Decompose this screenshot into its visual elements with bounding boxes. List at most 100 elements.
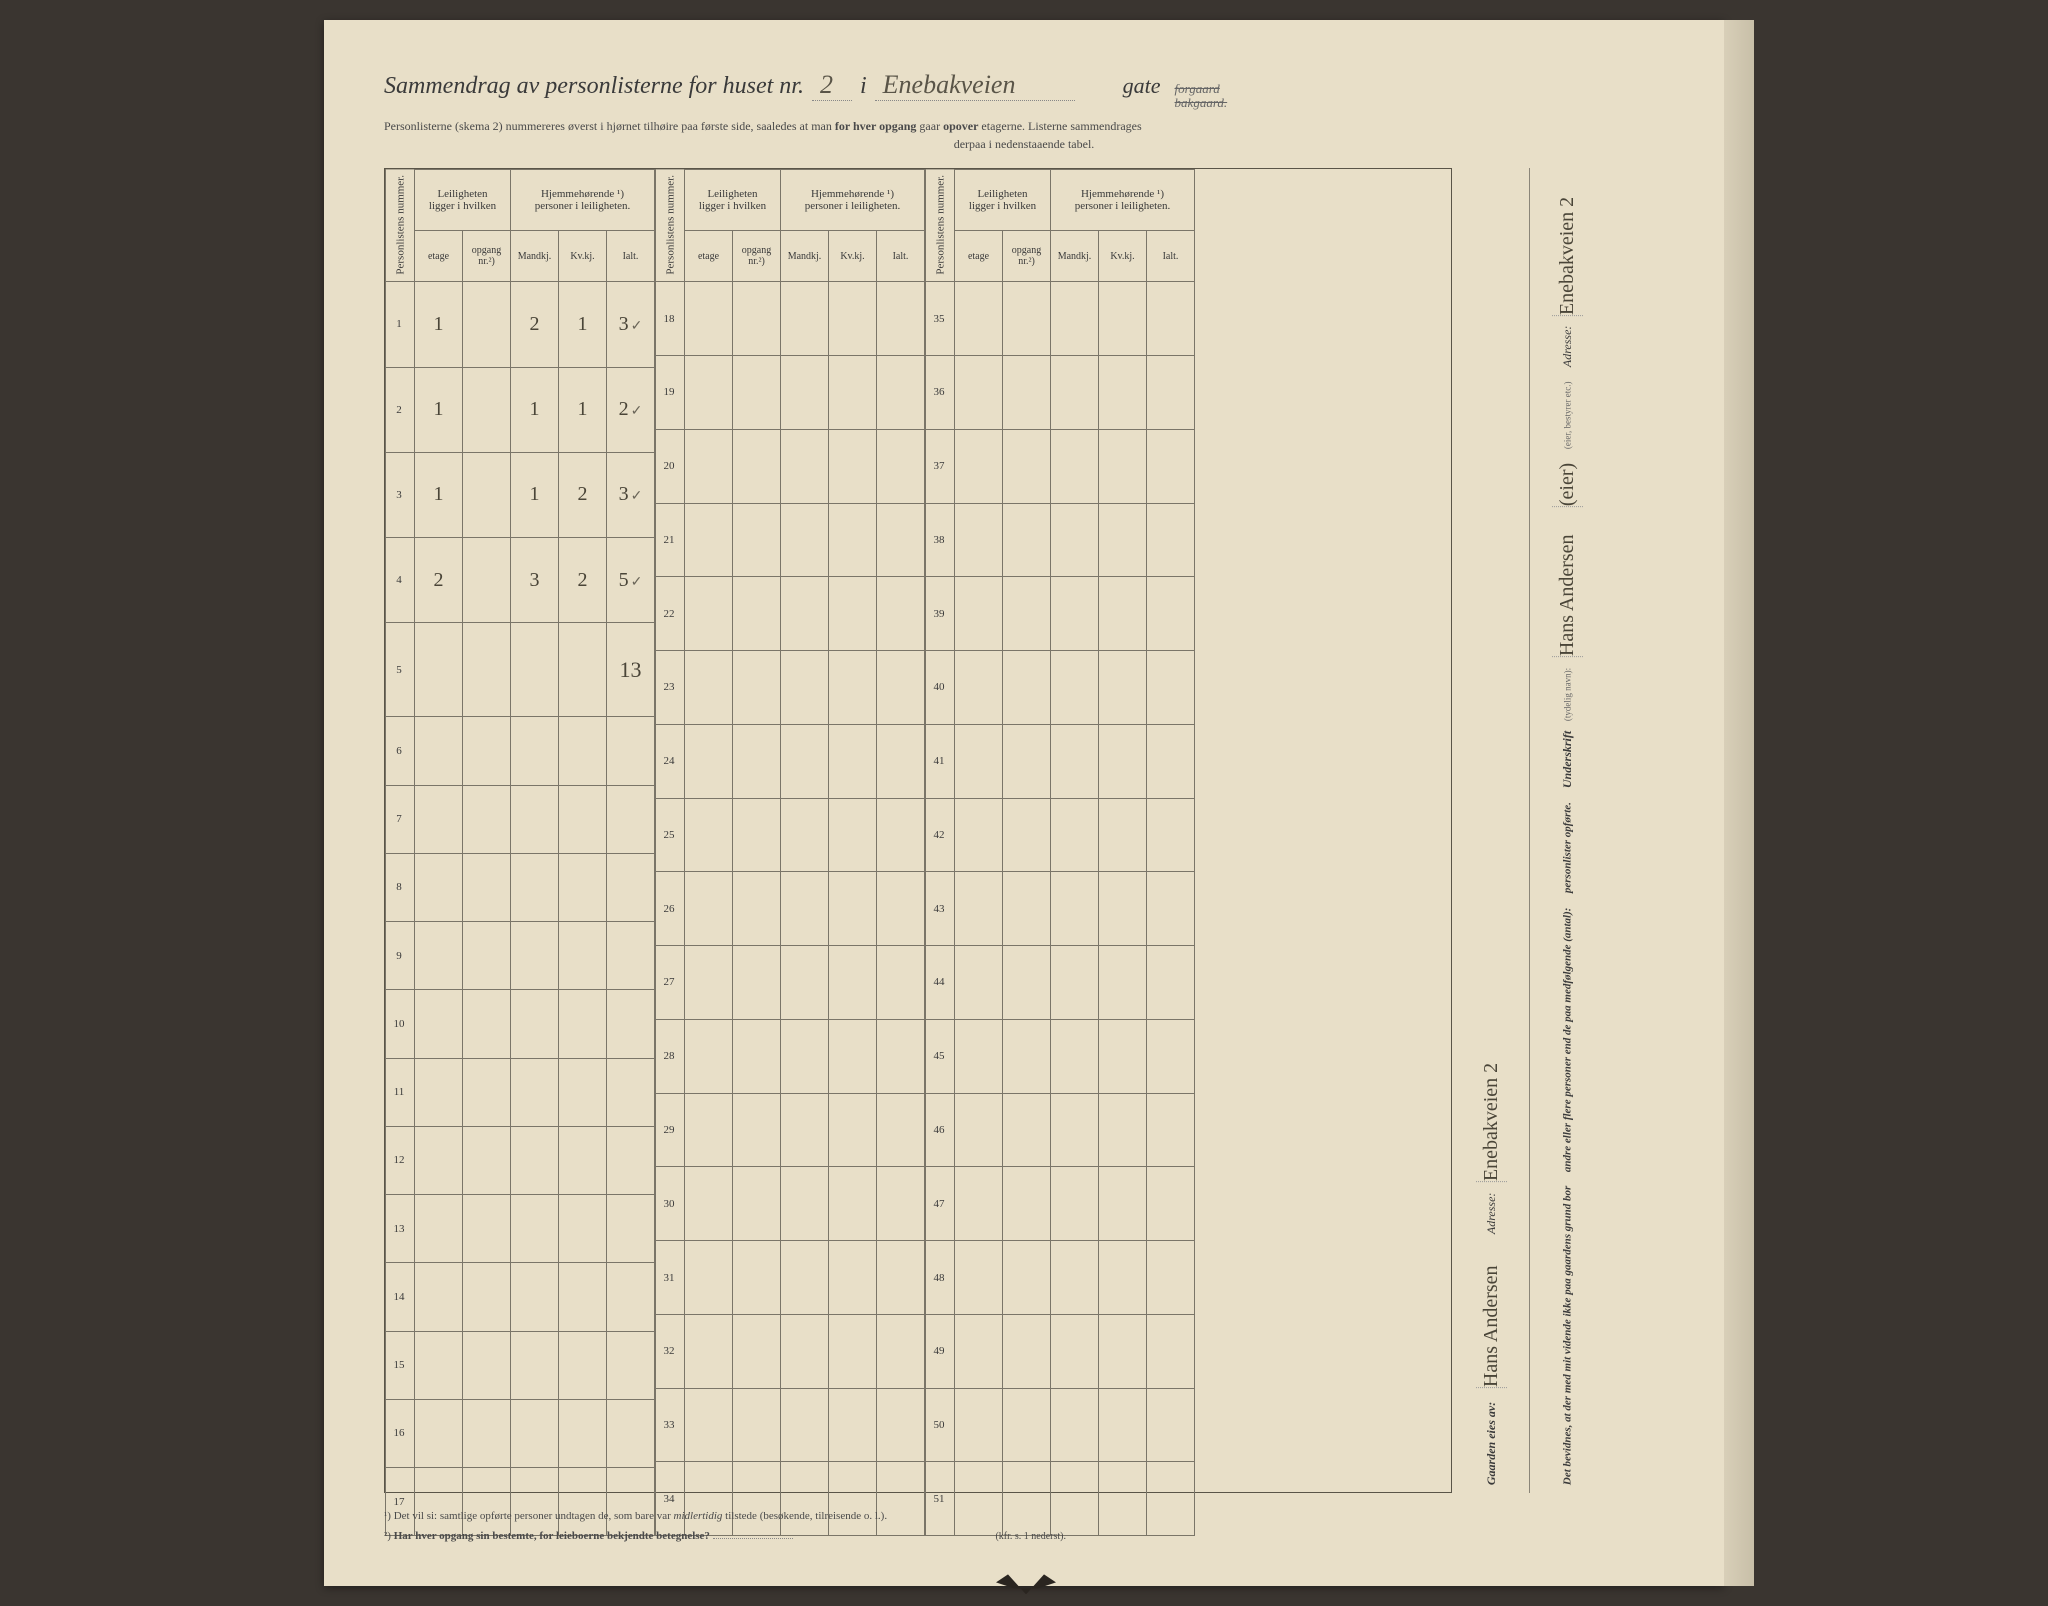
row-number: 8 xyxy=(386,853,415,921)
cell xyxy=(463,452,511,537)
sub-header: Ialt. xyxy=(607,230,655,281)
cell xyxy=(1051,429,1099,503)
table-row: 21112✓ xyxy=(386,367,655,452)
cell xyxy=(511,785,559,853)
cell xyxy=(1051,651,1099,725)
cell xyxy=(463,623,511,717)
cell xyxy=(733,429,781,503)
sub-header: Mandkj. xyxy=(1051,230,1099,281)
cell xyxy=(1003,1167,1051,1241)
table-row: 42 xyxy=(926,798,1195,872)
underskrift-small: (tydelig navn): xyxy=(1563,667,1573,720)
cell xyxy=(607,853,655,921)
table-row: 44 xyxy=(926,946,1195,1020)
row-number: 9 xyxy=(386,922,415,990)
cell xyxy=(955,872,1003,946)
cell xyxy=(829,429,877,503)
table-row: 38 xyxy=(926,503,1195,577)
cell xyxy=(955,1019,1003,1093)
cell xyxy=(415,1263,463,1331)
row-number: 30 xyxy=(656,1167,685,1241)
cell xyxy=(781,946,829,1020)
cell: 3✓ xyxy=(607,452,655,537)
cell xyxy=(463,367,511,452)
cell xyxy=(877,1167,925,1241)
row-number: 2 xyxy=(386,367,415,452)
table-row: 46 xyxy=(926,1093,1195,1167)
cell xyxy=(415,1195,463,1263)
table-row: 49 xyxy=(926,1314,1195,1388)
row-number: 42 xyxy=(926,798,955,872)
table-row: 48 xyxy=(926,1241,1195,1315)
cell xyxy=(955,1167,1003,1241)
row-number: 44 xyxy=(926,946,955,1020)
table-row: 10 xyxy=(386,990,655,1058)
cell xyxy=(1147,282,1195,356)
cell xyxy=(1099,1093,1147,1167)
cell xyxy=(1051,577,1099,651)
cell: 1 xyxy=(559,282,607,367)
cell xyxy=(1099,1388,1147,1462)
table-row: 43 xyxy=(926,872,1195,946)
cell xyxy=(415,1126,463,1194)
cell xyxy=(781,1093,829,1167)
row-number: 32 xyxy=(656,1314,685,1388)
checkmark-icon: ✓ xyxy=(631,404,643,419)
cell xyxy=(1051,503,1099,577)
document-page: Sammendrag av personlisterne for huset n… xyxy=(324,20,1724,1586)
cell xyxy=(733,651,781,725)
table-row: 45 xyxy=(926,1019,1195,1093)
cell xyxy=(463,990,511,1058)
cell xyxy=(733,1093,781,1167)
table-row: 13 xyxy=(386,1195,655,1263)
cell xyxy=(685,577,733,651)
cell xyxy=(559,785,607,853)
owner-block: Gaarden eies av: Hans Andersen Adresse: … xyxy=(1472,168,1511,1493)
cell xyxy=(781,1314,829,1388)
row-number: 24 xyxy=(656,724,685,798)
row-number: 51 xyxy=(926,1462,955,1536)
cell xyxy=(1099,1241,1147,1315)
cell xyxy=(559,1058,607,1126)
cell xyxy=(415,922,463,990)
sub-header: Kv.kj. xyxy=(1099,230,1147,281)
cell xyxy=(829,1241,877,1315)
cell xyxy=(733,1241,781,1315)
cell xyxy=(877,798,925,872)
cell xyxy=(733,1019,781,1093)
cell xyxy=(559,717,607,785)
row-number: 21 xyxy=(656,503,685,577)
cell xyxy=(415,1058,463,1126)
sub-header: etage xyxy=(685,230,733,281)
col-hjemme: Hjemmehørende ¹)personer i leiligheten. xyxy=(511,169,655,230)
row-number: 5 xyxy=(386,623,415,717)
cell xyxy=(685,872,733,946)
cell: 3✓ xyxy=(607,282,655,367)
sub-header: Ialt. xyxy=(1147,230,1195,281)
cell: 1 xyxy=(559,367,607,452)
house-number-field: 2 xyxy=(812,70,852,101)
row-number: 39 xyxy=(926,577,955,651)
table-row: 8 xyxy=(386,853,655,921)
sub-header: opgangnr.²) xyxy=(733,230,781,281)
cell xyxy=(1099,1167,1147,1241)
sub-header: etage xyxy=(955,230,1003,281)
cell xyxy=(1147,724,1195,798)
table-row: 51 xyxy=(926,1462,1195,1536)
cell xyxy=(955,282,1003,356)
cell xyxy=(781,651,829,725)
cell xyxy=(1003,724,1051,798)
cell xyxy=(1003,798,1051,872)
cell: 1 xyxy=(415,367,463,452)
row-number: 31 xyxy=(656,1241,685,1315)
cell xyxy=(1099,1314,1147,1388)
sub-header: Mandkj. xyxy=(781,230,829,281)
table-row: 7 xyxy=(386,785,655,853)
cell xyxy=(1051,1314,1099,1388)
cell xyxy=(1051,724,1099,798)
cell xyxy=(781,724,829,798)
cell xyxy=(685,282,733,356)
cell xyxy=(1051,1093,1099,1167)
cell xyxy=(781,1167,829,1241)
cell xyxy=(733,724,781,798)
